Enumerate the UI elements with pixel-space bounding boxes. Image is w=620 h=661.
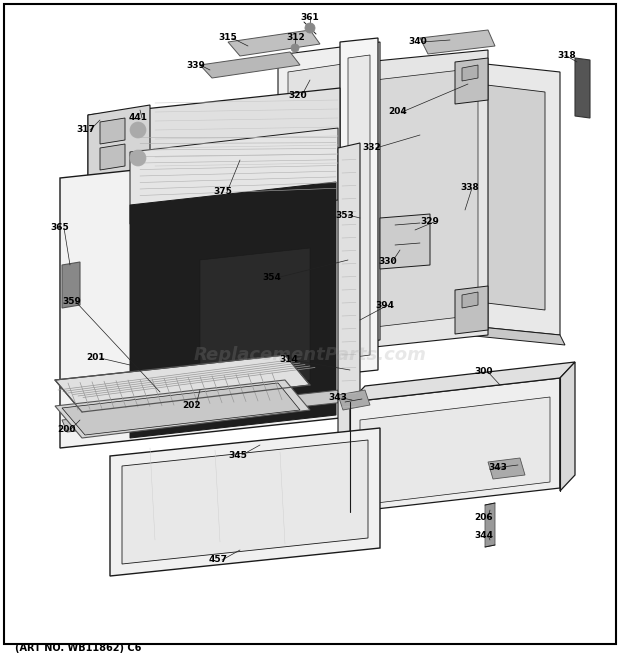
Text: 441: 441 bbox=[128, 114, 148, 122]
Text: 365: 365 bbox=[51, 223, 69, 233]
Polygon shape bbox=[88, 88, 340, 182]
Polygon shape bbox=[348, 55, 370, 358]
Polygon shape bbox=[130, 182, 336, 438]
Polygon shape bbox=[122, 440, 368, 564]
Polygon shape bbox=[445, 80, 545, 310]
Polygon shape bbox=[560, 362, 575, 491]
Polygon shape bbox=[462, 292, 478, 308]
Polygon shape bbox=[288, 60, 370, 334]
Text: 200: 200 bbox=[57, 426, 75, 434]
Polygon shape bbox=[228, 30, 320, 56]
Text: 330: 330 bbox=[379, 258, 397, 266]
Polygon shape bbox=[575, 58, 590, 118]
Text: 353: 353 bbox=[335, 210, 355, 219]
Polygon shape bbox=[110, 428, 380, 576]
Text: 457: 457 bbox=[208, 555, 228, 564]
Polygon shape bbox=[375, 68, 478, 327]
Polygon shape bbox=[430, 322, 565, 345]
Polygon shape bbox=[278, 42, 380, 353]
Polygon shape bbox=[462, 65, 478, 81]
Text: 315: 315 bbox=[219, 34, 237, 42]
Polygon shape bbox=[55, 380, 310, 438]
Circle shape bbox=[130, 122, 146, 138]
Polygon shape bbox=[200, 248, 310, 392]
Text: 340: 340 bbox=[409, 38, 427, 46]
Text: 317: 317 bbox=[76, 126, 95, 134]
Polygon shape bbox=[340, 38, 378, 374]
Circle shape bbox=[130, 150, 146, 166]
Text: 202: 202 bbox=[183, 401, 202, 410]
Text: 338: 338 bbox=[461, 184, 479, 192]
Polygon shape bbox=[380, 214, 430, 269]
Polygon shape bbox=[455, 58, 488, 104]
Text: 312: 312 bbox=[286, 34, 306, 42]
Polygon shape bbox=[430, 58, 560, 335]
Text: 332: 332 bbox=[363, 143, 381, 153]
Text: 339: 339 bbox=[187, 61, 205, 69]
Text: 344: 344 bbox=[474, 531, 494, 539]
Text: 300: 300 bbox=[475, 368, 494, 377]
Polygon shape bbox=[60, 148, 340, 448]
Text: 206: 206 bbox=[475, 514, 494, 522]
Text: 343: 343 bbox=[329, 393, 347, 403]
Polygon shape bbox=[62, 383, 300, 435]
Text: 329: 329 bbox=[420, 217, 440, 227]
Polygon shape bbox=[485, 503, 495, 547]
Polygon shape bbox=[488, 458, 525, 479]
Text: 345: 345 bbox=[229, 451, 247, 459]
Text: 201: 201 bbox=[87, 354, 105, 362]
Text: 359: 359 bbox=[63, 297, 81, 307]
Polygon shape bbox=[130, 128, 338, 224]
Polygon shape bbox=[88, 105, 150, 195]
Polygon shape bbox=[420, 30, 495, 54]
Text: 314: 314 bbox=[280, 356, 298, 364]
Text: 361: 361 bbox=[301, 13, 319, 22]
Text: 375: 375 bbox=[213, 188, 232, 196]
Text: 343: 343 bbox=[489, 463, 507, 473]
Polygon shape bbox=[100, 144, 125, 170]
Polygon shape bbox=[350, 378, 560, 512]
Text: 204: 204 bbox=[389, 108, 407, 116]
Circle shape bbox=[305, 23, 315, 33]
Circle shape bbox=[291, 44, 299, 52]
Polygon shape bbox=[338, 143, 360, 440]
Text: 394: 394 bbox=[376, 301, 394, 309]
Text: (ART NO. WB11862) C6: (ART NO. WB11862) C6 bbox=[15, 643, 141, 653]
Polygon shape bbox=[62, 262, 80, 308]
Polygon shape bbox=[100, 118, 125, 144]
Text: 320: 320 bbox=[289, 91, 308, 100]
Polygon shape bbox=[350, 362, 575, 402]
Polygon shape bbox=[455, 286, 488, 334]
Text: ReplacementParts.com: ReplacementParts.com bbox=[193, 346, 427, 364]
Polygon shape bbox=[365, 50, 488, 348]
Polygon shape bbox=[338, 390, 370, 410]
Polygon shape bbox=[200, 52, 300, 78]
Polygon shape bbox=[55, 355, 310, 412]
Polygon shape bbox=[360, 397, 550, 505]
Polygon shape bbox=[62, 390, 345, 432]
Text: 354: 354 bbox=[262, 274, 281, 282]
Text: 318: 318 bbox=[557, 50, 577, 59]
